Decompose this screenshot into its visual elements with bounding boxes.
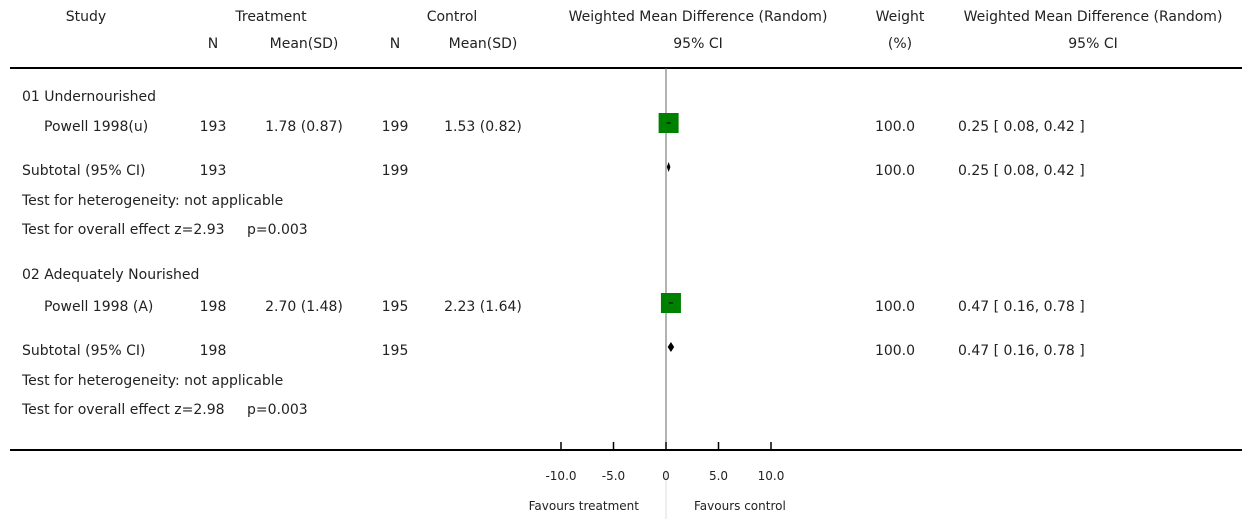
heterogeneity-test: Test for heterogeneity: not applicable (22, 373, 284, 389)
subtotal-label: Subtotal (95% CI) (22, 343, 146, 359)
header-n-control: N (389, 36, 401, 52)
subtotal-n-control: 199 (381, 163, 409, 179)
header-wmd: Weighted Mean Difference (Random) (568, 9, 828, 25)
study-weight: 100.0 (874, 299, 916, 315)
header-wmd-ci: Weighted Mean Difference (Random) (963, 9, 1223, 25)
header-study: Study (65, 9, 107, 25)
subtotal-weight: 100.0 (874, 343, 916, 359)
subtotal-n-control: 195 (381, 343, 409, 359)
favours-control-label: Favours control (694, 499, 786, 513)
group-title: 01 Undernourished (22, 89, 157, 105)
header-rule (10, 67, 1242, 69)
subtotal-weight: 100.0 (874, 163, 916, 179)
favours-treatment-label: Favours treatment (528, 499, 639, 513)
subtotal-label: Subtotal (95% CI) (22, 163, 146, 179)
study-ci: 0.47 [ 0.16, 0.78 ] (958, 299, 1085, 315)
subtotal-ci: 0.25 [ 0.08, 0.42 ] (958, 163, 1085, 179)
header-treatment: Treatment (235, 9, 307, 25)
header-ci2: 95% CI (1068, 36, 1118, 52)
overall-effect-p: p=0.003 (247, 222, 308, 238)
study-n-treatment: 198 (199, 299, 227, 315)
study-ci: 0.25 [ 0.08, 0.42 ] (958, 119, 1085, 135)
axis-tick-label: 5.0 (709, 469, 728, 483)
axis-tick-label: -5.0 (602, 469, 625, 483)
subtotal-n-treatment: 198 (199, 343, 227, 359)
subtotal-diamond (666, 162, 671, 172)
study-mean-control: 1.53 (0.82) (444, 119, 522, 135)
heterogeneity-test: Test for heterogeneity: not applicable (22, 193, 284, 209)
study-mean-treatment: 1.78 (0.87) (265, 119, 343, 135)
study-n-control: 199 (381, 119, 409, 135)
header-weight: Weight (875, 9, 925, 25)
study-mean-treatment: 2.70 (1.48) (265, 299, 343, 315)
group-title: 02 Adequately Nourished (22, 267, 200, 283)
axis-tick-label: 0 (662, 469, 670, 483)
study-mean-control: 2.23 (1.64) (444, 299, 522, 315)
overall-effect-test: Test for overall effect z=2.93 (22, 222, 225, 238)
study-n-control: 195 (381, 299, 409, 315)
overall-effect-p: p=0.003 (247, 402, 308, 418)
subtotal-n-treatment: 193 (199, 163, 227, 179)
header-mean-treatment: Mean(SD) (269, 36, 339, 52)
header-pct: (%) (887, 36, 913, 52)
header-ci: 95% CI (673, 36, 723, 52)
study-name: Powell 1998 (A) (44, 299, 154, 315)
study-name: Powell 1998(u) (44, 119, 149, 135)
study-n-treatment: 193 (199, 119, 227, 135)
header-control: Control (426, 9, 478, 25)
axis-tick-label: -10.0 (545, 469, 576, 483)
axis-tick-label: 10.0 (758, 469, 785, 483)
subtotal-ci: 0.47 [ 0.16, 0.78 ] (958, 343, 1085, 359)
study-weight: 100.0 (874, 119, 916, 135)
subtotal-diamond (667, 342, 675, 352)
header-n-treatment: N (207, 36, 219, 52)
overall-effect-test: Test for overall effect z=2.98 (22, 402, 225, 418)
header-mean-control: Mean(SD) (448, 36, 518, 52)
